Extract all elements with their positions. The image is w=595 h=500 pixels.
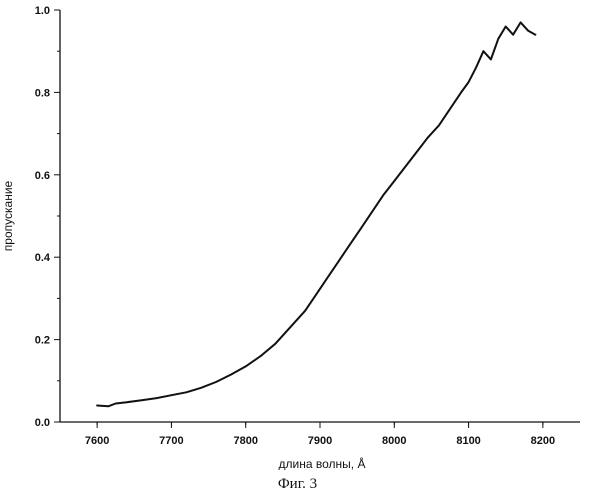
series-line-0 bbox=[97, 22, 535, 406]
y-tick-label: 1.0 bbox=[35, 5, 50, 17]
y-axis-ticks: 0.0 0.2 0.4 0.6 0.8 1.0 bbox=[35, 5, 60, 429]
x-tick-label: 8100 bbox=[456, 435, 480, 447]
y-tick-label: 0.2 bbox=[35, 335, 50, 347]
x-tick-label: 8200 bbox=[531, 435, 555, 447]
y-tick-label: 0.4 bbox=[35, 252, 51, 264]
x-tick-label: 8000 bbox=[382, 435, 406, 447]
y-tick-label: 0.8 bbox=[35, 87, 50, 99]
y-axis-label: пропускание bbox=[1, 180, 15, 251]
x-tick-label: 7800 bbox=[233, 435, 257, 447]
figure-caption: Фиг. 3 bbox=[0, 476, 595, 493]
x-tick-label: 7600 bbox=[85, 435, 109, 447]
x-tick-label: 7900 bbox=[308, 435, 332, 447]
x-axis-label: длина волны, Å bbox=[279, 456, 366, 470]
series-layer bbox=[97, 22, 535, 406]
transmission-chart: 7600770078007900800081008200 0.00.20.40.… bbox=[0, 0, 595, 470]
x-tick-label: 7700 bbox=[159, 435, 183, 447]
plot-frame bbox=[60, 10, 580, 422]
y-tick-label: 0.0 bbox=[35, 417, 50, 429]
y-tick-label: 0.6 bbox=[35, 170, 50, 182]
x-axis-ticks: 7600 7700 7800 7900 8000 8100 8200 bbox=[85, 422, 555, 447]
